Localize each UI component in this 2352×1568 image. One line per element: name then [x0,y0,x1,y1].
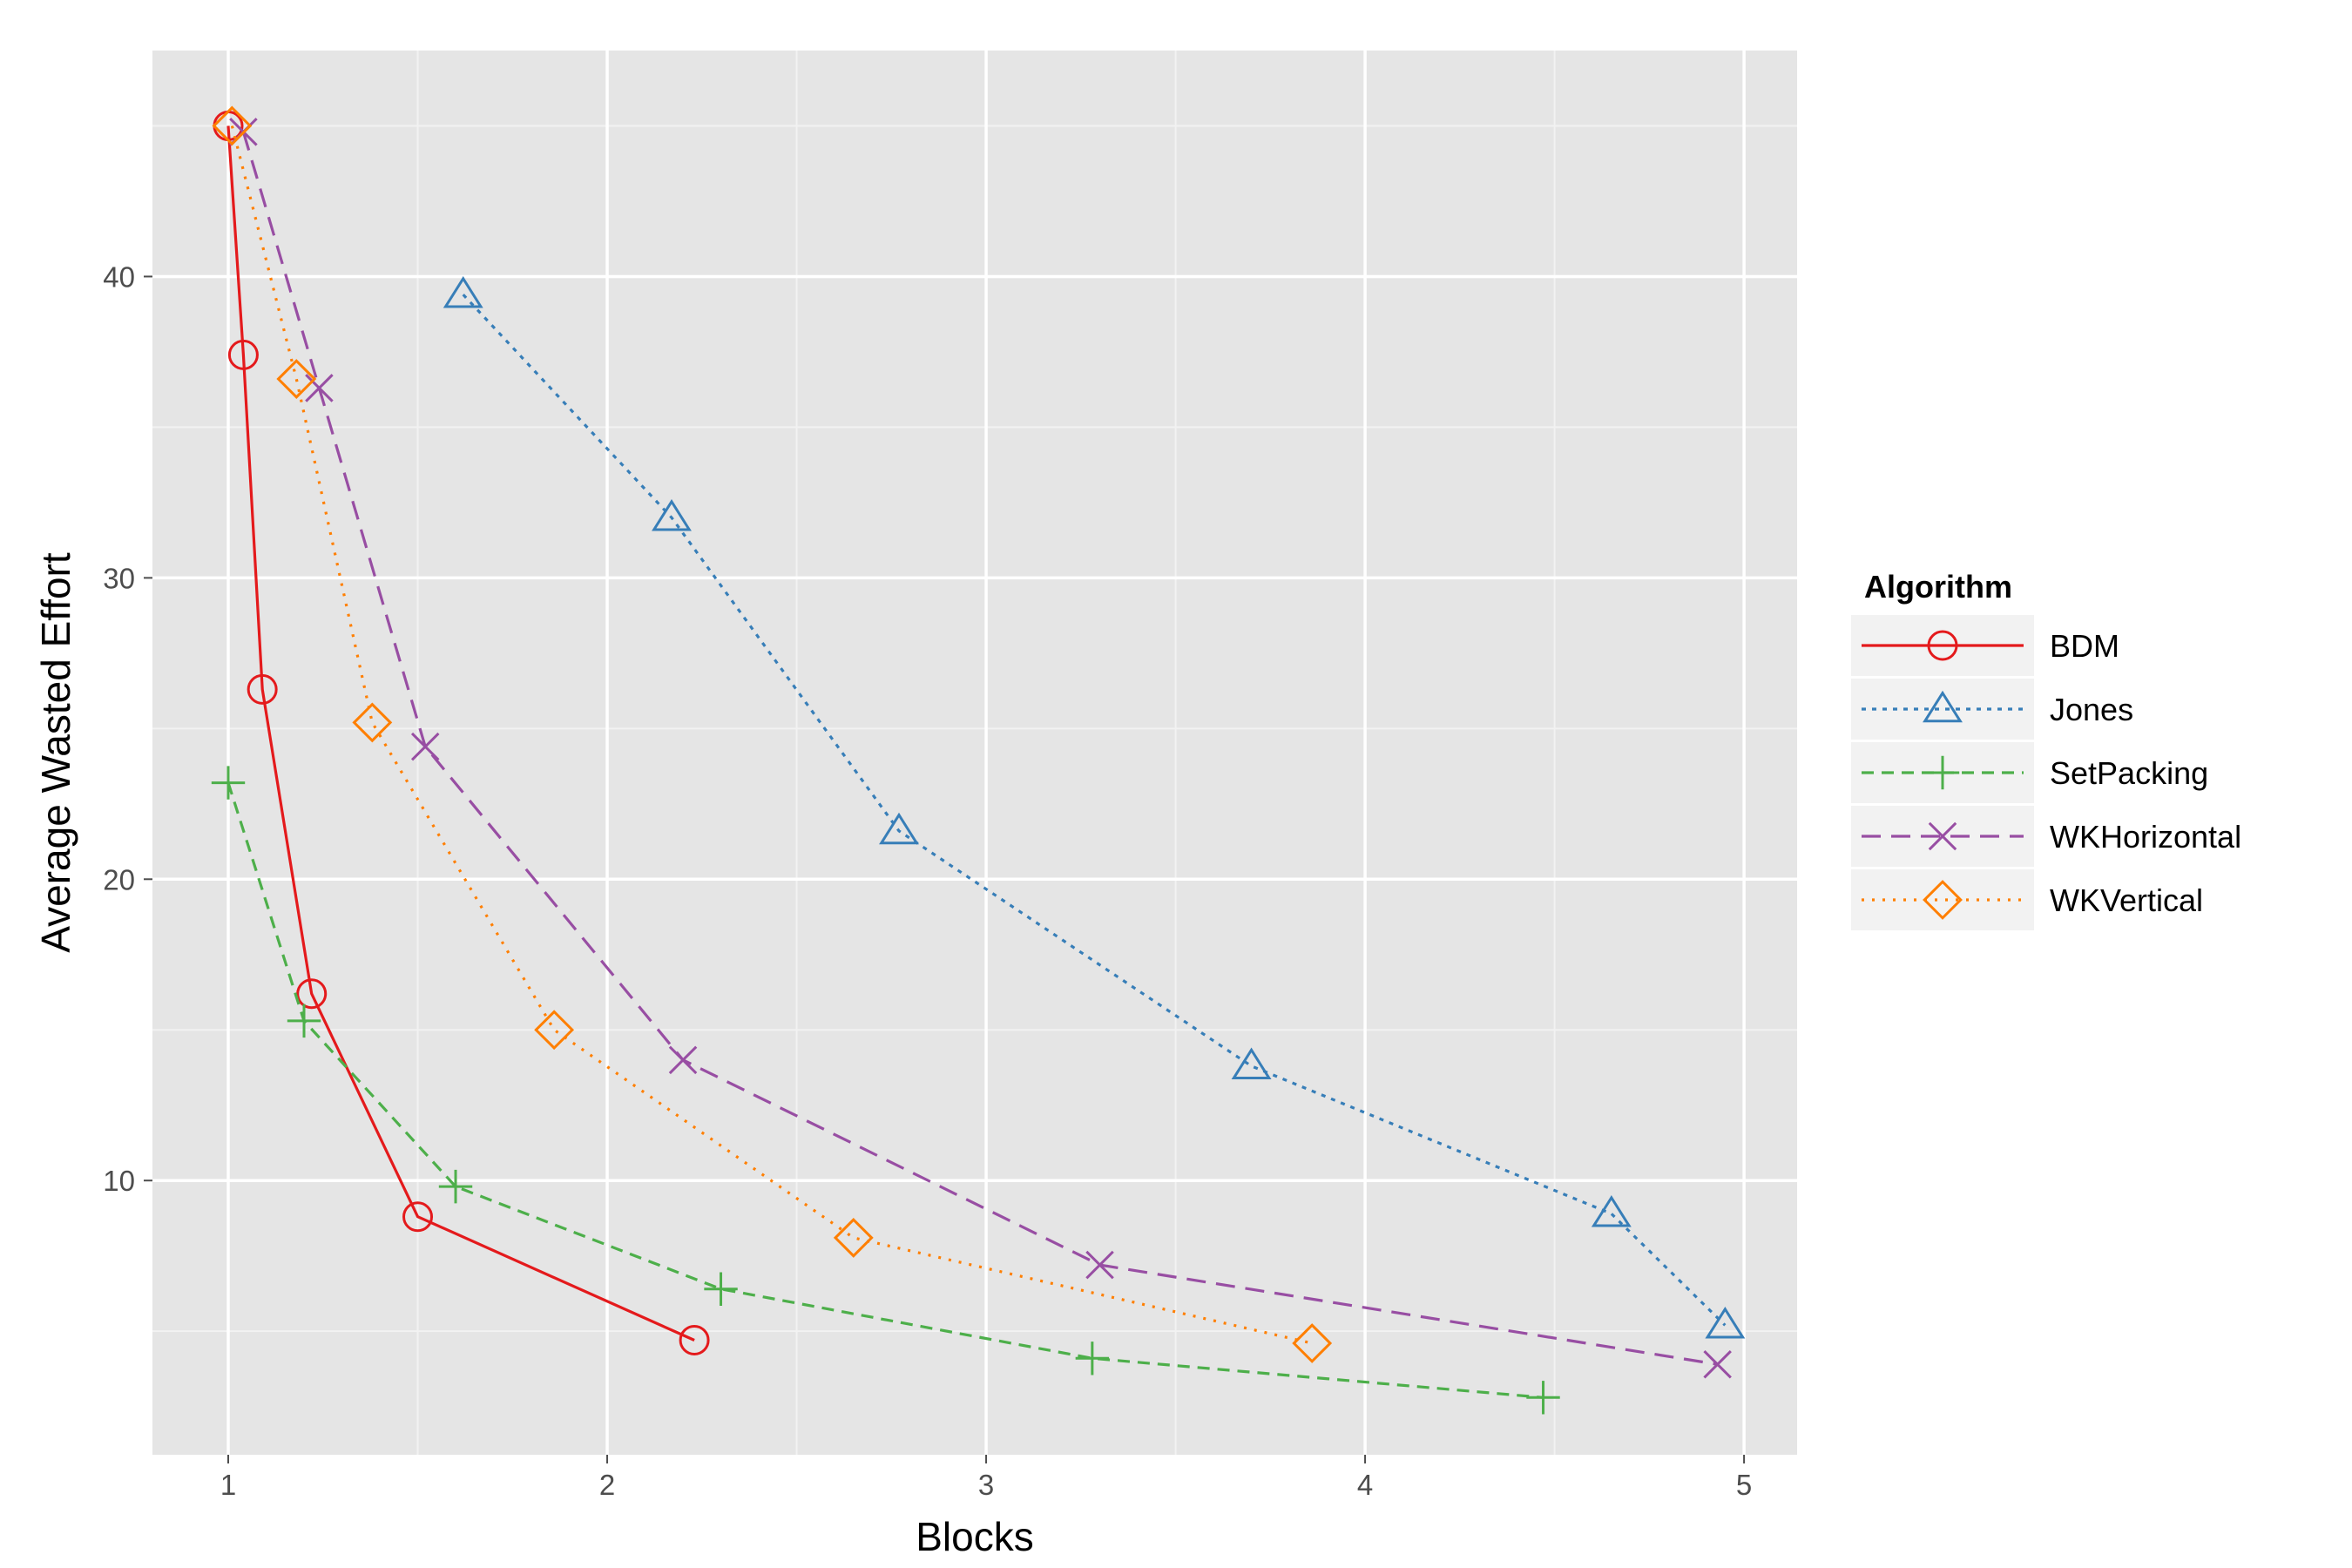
legend-label: WKHorizontal [2050,819,2241,855]
data-point-jones [1231,1047,1272,1080]
data-point-wkhorizontal [305,374,334,402]
legend-marker-wkhorizontal [1928,821,1957,851]
legend-item-jones: Jones [1851,679,2133,740]
y-axis-title: Average Wasted Effort [33,552,78,953]
data-point-setpacking [1075,1342,1110,1375]
legend-item-bdm: BDM [1851,615,2119,676]
data-point-wkvertical [212,105,253,146]
data-point-jones [443,275,483,308]
legend-marker-bdm [1927,630,1958,661]
x-axis-title: Blocks [916,1514,1033,1559]
legend-label: Jones [2050,692,2133,727]
series-line-setpacking [226,782,1544,1399]
series-layer [211,105,1746,1415]
data-point-wkvertical [1292,1323,1333,1363]
legend-label: BDM [2050,628,2119,664]
series-jones [443,275,1746,1339]
data-point-wkhorizontal [1703,1349,1732,1379]
legend-key-bg [1851,869,2034,930]
data-point-jones [652,498,692,531]
data-point-setpacking [1526,1381,1560,1415]
y-tick-label: 30 [103,562,135,594]
legend-item-wkvertical: WKVertical [1851,869,2203,930]
data-point-jones [879,812,919,845]
series-wkvertical [212,105,1333,1363]
legend-key-bg [1851,679,2034,740]
data-point-setpacking [287,1004,321,1038]
axis-ticks: 1 2 3 4 5 10 20 30 40 [103,260,1752,1501]
x-tick-label: 2 [599,1469,615,1501]
data-point-wkhorizontal [1085,1250,1114,1280]
data-point-wkvertical [276,359,317,399]
data-point-setpacking [704,1272,738,1306]
data-point-setpacking [211,766,246,800]
data-point-wkvertical [534,1010,575,1051]
series-line-wkvertical [230,125,1313,1345]
grid-minor [152,51,1797,1455]
legend-marker-wkvertical [1923,880,1963,920]
x-tick-label: 3 [978,1469,994,1501]
grid-major [152,51,1797,1455]
y-tick-label: 40 [103,260,135,293]
x-tick-label: 5 [1736,1469,1752,1501]
x-tick-label: 1 [220,1469,236,1501]
data-point-bdm [227,339,259,370]
data-point-wkhorizontal [410,732,440,761]
legend-marker-jones [1923,690,1963,723]
data-point-bdm [296,978,328,1010]
legend-item-wkhorizontal: WKHorizontal [1851,806,2241,867]
data-point-wkhorizontal [668,1045,698,1075]
legend-label: WKVertical [2050,882,2203,918]
series-line-jones [462,294,1727,1327]
data-point-bdm [402,1201,434,1233]
data-point-jones [1705,1307,1746,1339]
series-line-wkhorizontal [241,131,1718,1366]
x-tick-label: 4 [1357,1469,1373,1501]
data-point-wkvertical [352,702,393,743]
data-point-setpacking [438,1169,473,1204]
series-line-bdm [226,125,695,1342]
data-point-bdm [247,673,278,705]
legend: Algorithm BDM Jones SetPacking WKHorizontal… [1851,569,2241,930]
data-point-wkvertical [833,1218,874,1258]
data-point-bdm [679,1325,710,1356]
legend-label: SetPacking [2050,755,2208,791]
y-tick-label: 10 [103,1165,135,1197]
data-point-jones [1591,1195,1632,1227]
y-tick-label: 20 [103,863,135,896]
legend-title: Algorithm [1864,569,2012,605]
series-setpacking [211,766,1560,1415]
legend-marker-setpacking [1925,755,1960,790]
legend-item-setpacking: SetPacking [1851,742,2208,803]
plot-panel [152,51,1797,1455]
